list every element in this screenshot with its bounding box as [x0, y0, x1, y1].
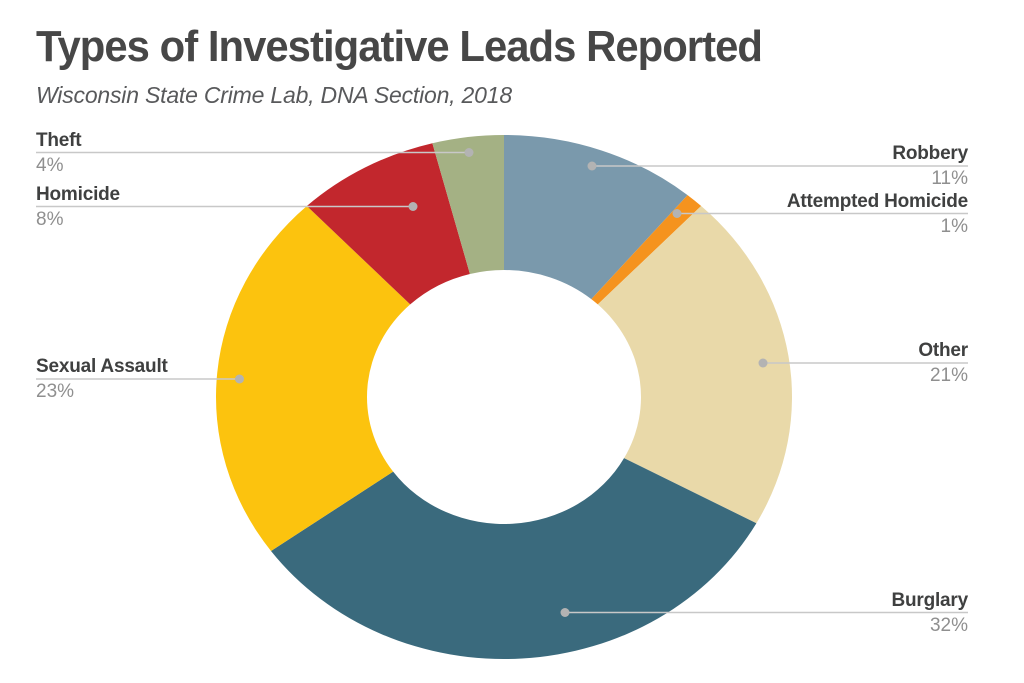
callout-label: Homicide: [36, 184, 120, 205]
slice-sexual-assault: [215, 206, 411, 551]
donut-slices: [215, 135, 793, 660]
leader-dot-sexual-assault: [235, 374, 244, 384]
callout-label: Attempted Homicide: [786, 191, 968, 212]
callout-label: Burglary: [891, 590, 968, 611]
slice-other: [597, 206, 793, 524]
callout-label: Theft: [36, 130, 82, 151]
callout-value: 1%: [940, 216, 968, 237]
slice-homicide: [306, 143, 470, 305]
callout-attempted-homicide: Attempted Homicide 1%: [787, 191, 968, 238]
callout-value: 32%: [929, 615, 968, 636]
callout-theft: Theft 4%: [36, 130, 82, 177]
leader-dot-other: [758, 358, 768, 368]
callout-homicide: Homicide 8%: [36, 184, 120, 231]
slice-theft: [432, 135, 504, 274]
callout-label: Robbery: [892, 143, 968, 164]
callout-label: Other: [918, 340, 968, 361]
chart-subtitle: Wisconsin State Crime Lab, DNA Section, …: [36, 82, 512, 108]
leader-dot-robbery: [587, 161, 597, 171]
slice-robbery: [504, 135, 688, 300]
callout-value: 8%: [36, 209, 64, 230]
leader-lines: [36, 151, 968, 614]
callout-sexual-assault: Sexual Assault 23%: [36, 356, 168, 403]
leader-dot-attempted-homicide: [672, 209, 682, 218]
callout-value: 4%: [36, 155, 64, 176]
slice-burglary: [271, 458, 757, 660]
callout-burglary: Burglary 32%: [891, 590, 968, 637]
callout-value: 23%: [36, 381, 75, 402]
leader-dot-theft: [464, 148, 474, 157]
callout-robbery: Robbery 11%: [892, 143, 968, 190]
callout-label: Sexual Assault: [36, 356, 168, 377]
slice-attempted-homicide: [591, 195, 702, 305]
callout-value: 11%: [931, 168, 968, 189]
leader-dots: [235, 148, 768, 617]
chart-title: Types of Investigative Leads Reported: [36, 22, 763, 71]
leader-dot-homicide: [408, 202, 418, 211]
callout-other: Other 21%: [918, 340, 968, 387]
callout-value: 21%: [929, 365, 968, 386]
leader-dot-burglary: [560, 608, 570, 617]
